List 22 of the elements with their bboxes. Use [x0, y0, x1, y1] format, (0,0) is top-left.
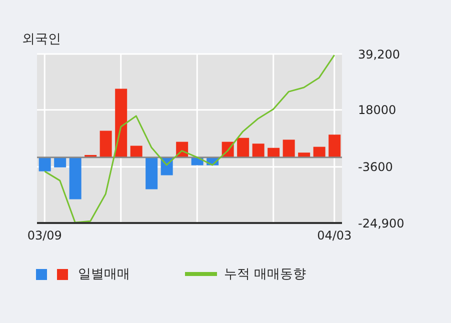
bar	[282, 140, 295, 158]
bar	[100, 130, 112, 158]
bar	[54, 157, 66, 168]
bar	[313, 146, 326, 158]
bar	[38, 157, 51, 172]
bar	[115, 88, 128, 158]
x-tick-label: 04/03	[317, 228, 352, 243]
y-tick-label: 18000	[358, 103, 396, 118]
x-tick-label: 03/09	[27, 228, 62, 243]
bar	[328, 134, 341, 158]
bar	[252, 144, 264, 158]
y-tick-label: -24,900	[358, 216, 404, 230]
y-tick-label: -3600	[358, 160, 393, 174]
bar	[237, 138, 250, 158]
bar	[146, 157, 158, 190]
y-tick-label: 39,200	[358, 47, 400, 62]
legend-label: 일별매매	[78, 266, 130, 283]
bar	[69, 157, 82, 200]
chart-title: 외국인	[22, 31, 61, 48]
legend-label: 누적 매매동향	[224, 266, 306, 283]
bar	[130, 146, 142, 158]
line-series	[44, 54, 336, 223]
